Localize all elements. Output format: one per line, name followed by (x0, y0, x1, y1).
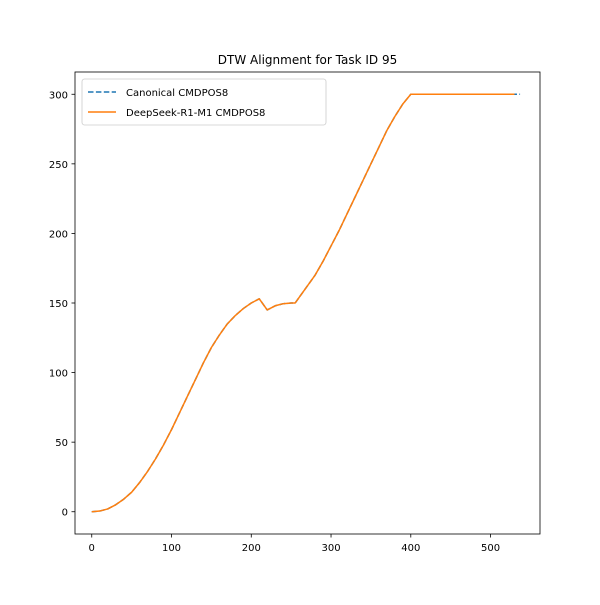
y-tick-label: 50 (55, 438, 68, 449)
y-tick-label: 200 (49, 229, 68, 240)
y-tick-label: 0 (62, 508, 68, 519)
legend: Canonical CMDPOS8 DeepSeek-R1-M1 CMDPOS8 (81, 78, 327, 126)
plot-area: 0 100 200 300 400 500 0 50 100 150 200 250 300 (49, 71, 541, 554)
legend-label-2: DeepSeek-R1-M1 CMDPOS8 (126, 108, 265, 119)
x-tick-label: 0 (89, 543, 95, 554)
x-tick-label: 500 (481, 543, 500, 554)
x-tick-label: 100 (162, 543, 181, 554)
series-line-2 (91, 93, 515, 513)
y-tick-label: 250 (49, 160, 68, 171)
legend-label-1: Canonical CMDPOS8 (126, 88, 228, 99)
y-tick-label: 150 (49, 299, 68, 310)
x-tick-label: 400 (401, 543, 420, 554)
x-tick-label: 200 (242, 543, 261, 554)
chart-title: DTW Alignment for Task ID 95 (218, 53, 397, 67)
y-tick-label: 300 (49, 90, 68, 101)
x-tick-label: 300 (321, 543, 340, 554)
y-tick-label: 100 (49, 369, 68, 380)
legend-box (81, 78, 327, 126)
